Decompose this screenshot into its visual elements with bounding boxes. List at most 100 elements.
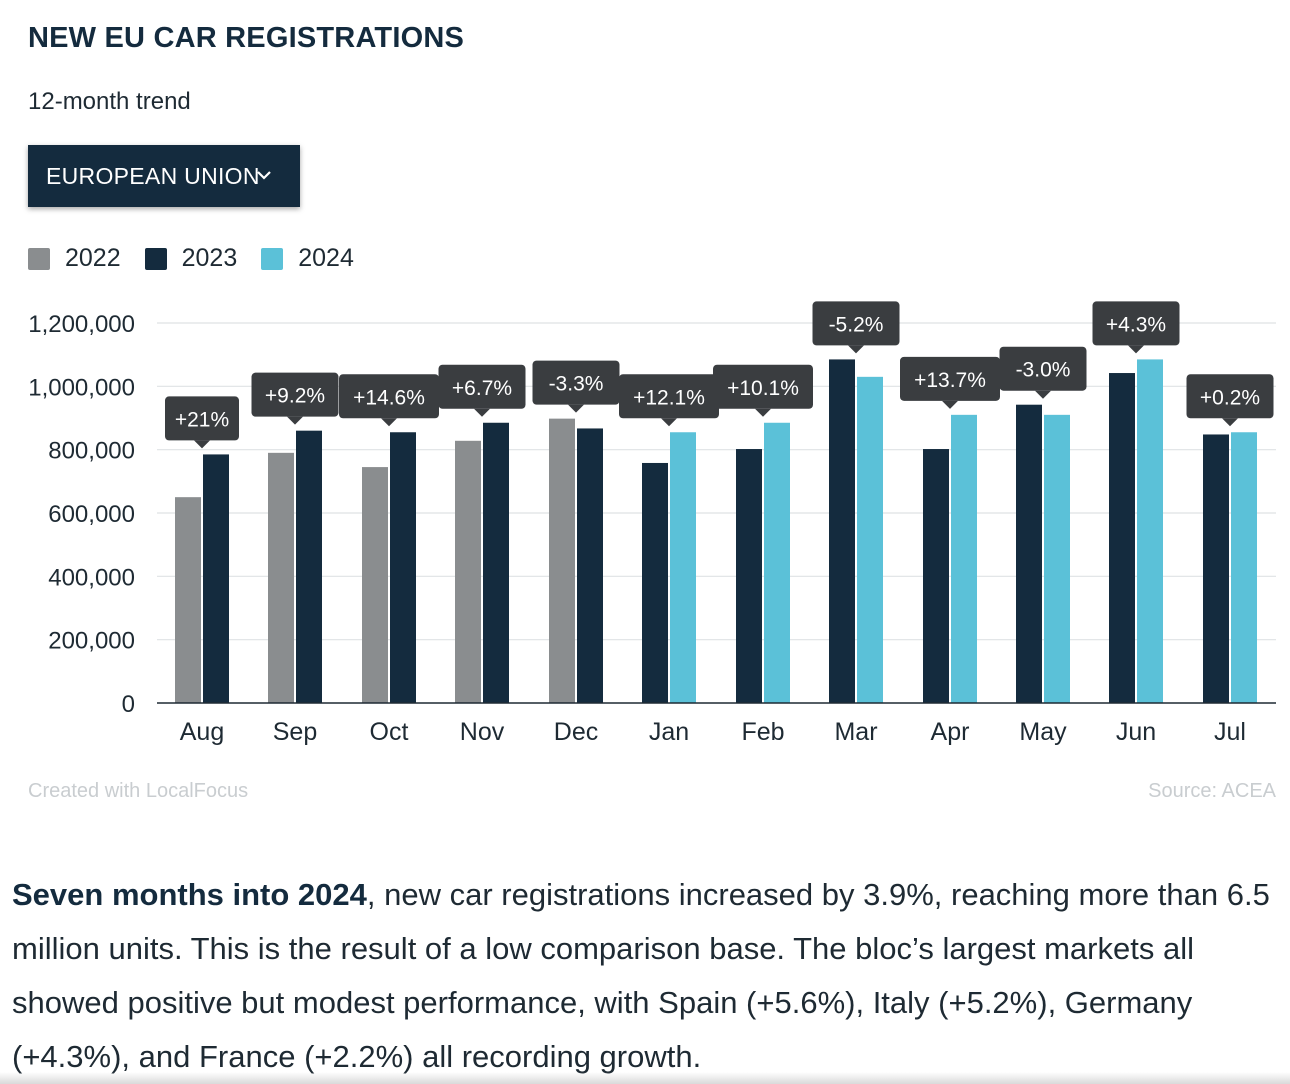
x-tick-label: May <box>1019 718 1067 746</box>
legend-label-2022: 2022 <box>65 244 121 272</box>
change-label-pointer <box>474 408 490 417</box>
chart-title: NEW EU CAR REGISTRATIONS <box>28 22 465 54</box>
change-label: -3.0% <box>1016 359 1071 382</box>
change-label-pointer <box>194 440 210 449</box>
change-label-box <box>900 356 1000 401</box>
change-label: -3.3% <box>549 373 604 396</box>
x-tick-label: Jan <box>649 718 689 746</box>
change-label-pointer <box>381 418 397 427</box>
legend-item-2022[interactable]: 2022 <box>28 244 121 273</box>
change-label: +0.2% <box>1200 386 1260 409</box>
x-tick-label: Mar <box>834 718 877 746</box>
legend-swatch-2022 <box>28 247 50 270</box>
scroll-fade <box>0 1072 1290 1084</box>
change-label: +14.6% <box>353 386 425 409</box>
change-label-box <box>812 301 900 346</box>
legend-label-2023: 2023 <box>181 244 238 272</box>
change-label-pointer <box>1035 390 1051 399</box>
change-label: +9.2% <box>265 385 325 408</box>
change-label: +6.7% <box>452 377 512 400</box>
change-label-pointer <box>755 408 771 417</box>
change-label-pointer <box>1128 345 1144 354</box>
x-tick-label: Sep <box>273 718 317 746</box>
change-label-box <box>1186 374 1274 419</box>
change-label: +21% <box>175 408 229 431</box>
x-tick-label: Oct <box>370 718 409 746</box>
y-tick-label: 0 <box>122 691 135 718</box>
y-tick-label: 800,000 <box>48 438 135 465</box>
change-label: +13.7% <box>914 369 986 392</box>
paragraph-body: , new car registrations increased by 3.9… <box>12 877 1270 1074</box>
bar-jun-2023 <box>1109 373 1135 703</box>
bar-apr-2024 <box>951 414 977 703</box>
change-label-box <box>251 372 339 417</box>
credit-text: Created with LocalFocus <box>28 780 249 802</box>
change-label-pointer <box>942 400 958 409</box>
change-label-box <box>713 364 813 409</box>
bar-jul-2023 <box>1203 434 1229 703</box>
legend-item-2023[interactable]: 2023 <box>144 244 238 273</box>
change-label: +10.1% <box>727 377 799 400</box>
region-dropdown-label: EUROPEAN UNION <box>46 162 260 189</box>
bar-nov-2023 <box>483 422 509 703</box>
change-label-box <box>438 364 526 409</box>
change-label-pointer <box>568 404 584 413</box>
chart-legend: 2022 2023 2024 <box>28 244 378 273</box>
y-tick-label: 1,200,000 <box>28 311 135 338</box>
bar-oct-2022 <box>362 467 388 703</box>
x-tick-label: Dec <box>554 718 598 746</box>
bar-aug-2023 <box>203 454 229 703</box>
change-label-box <box>339 374 439 419</box>
bar-dec-2022 <box>549 418 575 703</box>
change-label-box <box>619 374 719 419</box>
change-label: +4.3% <box>1106 313 1166 336</box>
change-label-pointer <box>661 418 677 427</box>
bar-oct-2023 <box>390 432 416 703</box>
bar-apr-2023 <box>923 449 949 703</box>
x-tick-label: Nov <box>460 718 505 746</box>
bar-jan-2024 <box>670 432 696 703</box>
chevron-down-icon <box>257 171 271 180</box>
bar-feb-2024 <box>764 422 790 703</box>
change-label-pointer <box>287 416 303 425</box>
legend-label-2024: 2024 <box>298 244 354 272</box>
paragraph-lead: Seven months into 2024 <box>12 877 367 912</box>
legend-swatch-2024 <box>261 247 284 270</box>
article-paragraph: Seven months into 2024, new car registra… <box>12 868 1274 1084</box>
x-tick-label: Jul <box>1214 718 1246 746</box>
bar-dec-2023 <box>577 428 603 703</box>
legend-item-2024[interactable]: 2024 <box>261 244 354 273</box>
x-tick-label: Aug <box>180 718 224 746</box>
x-tick-label: Apr <box>931 718 970 746</box>
legend-swatch-2023 <box>144 247 167 270</box>
change-label-box <box>1092 301 1180 346</box>
bar-sep-2022 <box>268 452 294 703</box>
bar-mar-2023 <box>829 359 855 703</box>
bar-mar-2024 <box>857 376 883 703</box>
bar-jan-2023 <box>642 462 668 703</box>
chart-subtitle: 12-month trend <box>28 88 191 115</box>
bar-jun-2024 <box>1137 359 1163 703</box>
bar-chart: 0 200,000 400,000 600,000 800,000 1,000,000 1,… <box>28 301 1276 746</box>
region-dropdown[interactable]: EUROPEAN UNION <box>28 145 300 207</box>
x-tick-label: Feb <box>741 718 784 746</box>
bar-jul-2024 <box>1231 432 1257 703</box>
source-text: Source: ACEA <box>1148 780 1276 802</box>
bar-aug-2022 <box>175 497 201 703</box>
bar-feb-2023 <box>736 449 762 703</box>
bar-nov-2022 <box>455 440 481 703</box>
bar-may-2023 <box>1016 404 1042 703</box>
bar-sep-2023 <box>296 430 322 703</box>
x-tick-label: Jun <box>1116 718 1156 746</box>
bar-may-2024 <box>1044 414 1070 703</box>
y-tick-label: 600,000 <box>48 501 135 528</box>
y-tick-label: 200,000 <box>48 628 135 655</box>
change-label-pointer <box>848 345 864 354</box>
change-label-box <box>999 346 1087 391</box>
change-label-box <box>165 396 239 441</box>
change-label: -5.2% <box>829 313 884 336</box>
change-label-pointer <box>1222 418 1238 427</box>
y-tick-label: 400,000 <box>48 564 135 591</box>
change-label-box <box>532 360 620 405</box>
y-tick-label: 1,000,000 <box>28 374 135 401</box>
